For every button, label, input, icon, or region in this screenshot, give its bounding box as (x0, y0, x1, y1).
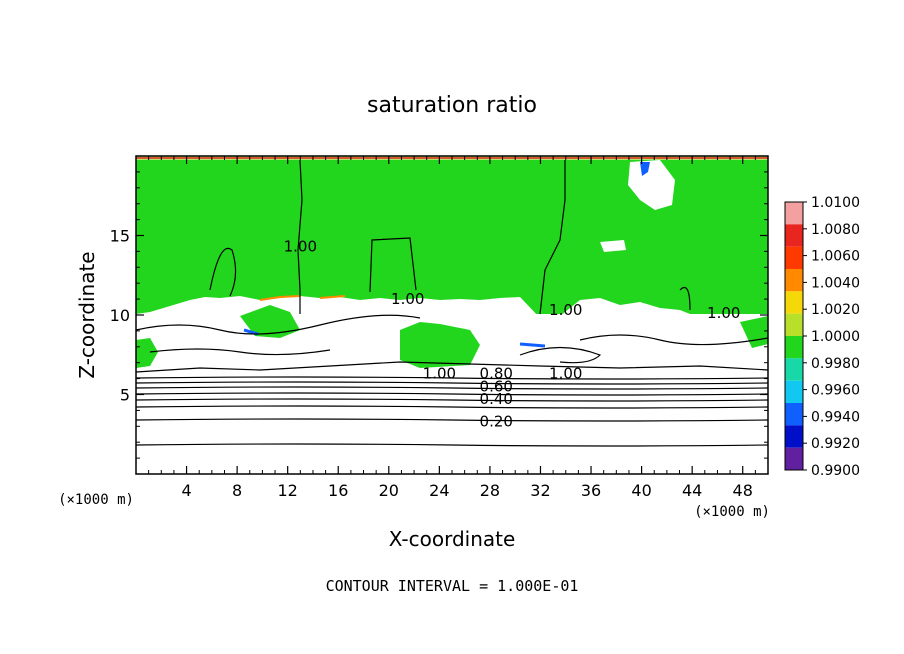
colorbar-label: 0.9960 (811, 383, 860, 399)
colorbar-label: 1.0060 (811, 249, 860, 265)
colorbar-swatch (785, 224, 803, 247)
colorbar-label: 1.0000 (811, 329, 860, 345)
x-tick-label: 32 (530, 481, 550, 500)
x-tick-label: 20 (379, 481, 399, 500)
colorbar-swatch (785, 358, 803, 381)
contour-label: 1.00 (549, 301, 582, 319)
x-tick-label: 16 (328, 481, 348, 500)
x-tick-label: 44 (682, 481, 702, 500)
contour-interval-note: CONTOUR INTERVAL = 1.000E-01 (326, 577, 579, 595)
cloud-pocket (740, 316, 768, 348)
x-tick-label: 36 (581, 481, 601, 500)
x-axis-label: X-coordinate (389, 527, 516, 551)
contour-label: 0.80 (480, 365, 513, 383)
y-tick-label: 15 (110, 227, 130, 246)
x-tick-label: 4 (181, 481, 191, 500)
x-unit-label: (×1000 m) (58, 492, 134, 508)
contour-label: 1.00 (284, 237, 317, 255)
contour-label: 1.00 (423, 365, 456, 383)
cloud-pocket (240, 305, 300, 338)
colorbar-label: 1.0040 (811, 275, 860, 291)
cloud-pocket (400, 322, 480, 368)
colorbar-label: 1.0020 (811, 302, 860, 318)
x-tick-label: 48 (733, 481, 753, 500)
contour-label: 1.00 (391, 290, 424, 308)
x-tick-label: 40 (631, 481, 651, 500)
contour-label: 1.00 (549, 365, 582, 383)
cloud-base-boundary (136, 296, 768, 474)
colorbar-swatch (785, 380, 803, 403)
edge-accent (259, 295, 346, 301)
x-tick-label: 24 (429, 481, 449, 500)
colorbar-swatch (785, 313, 803, 336)
y-tick-label: 10 (110, 306, 130, 325)
colorbar-swatch (785, 425, 803, 448)
contour-label-group: 1.00 0.800.600.40 0.20 1.00 1.00 1.00 1.00 1.00 (284, 237, 741, 430)
colorbar-label: 0.9980 (811, 356, 860, 372)
colorbar-label: 0.9920 (811, 436, 860, 452)
cloud-pocket (136, 338, 158, 368)
colorbar-label: 0.9900 (811, 463, 860, 479)
subsaturated-patch (628, 160, 675, 210)
colorbar-swatch (785, 403, 803, 426)
contour-label: 0.20 (480, 412, 513, 430)
y-axis: 5 10 15 (110, 171, 768, 459)
contour-label: 1.00 (707, 304, 740, 322)
subsaturated-patch-core (640, 162, 650, 176)
contour-lines (135, 159, 769, 447)
x-tick-label: 28 (480, 481, 500, 500)
colorbar-swatch (785, 202, 803, 225)
colorbar-label: 1.0080 (811, 222, 860, 238)
edge-accent (243, 328, 546, 348)
colorbar-label: 0.9940 (811, 409, 860, 425)
subsaturated-patch (600, 240, 626, 252)
chart-title: saturation ratio (367, 93, 537, 118)
x-unit-label-right: (×1000 m) (694, 504, 770, 520)
x-tick-label: 12 (278, 481, 298, 500)
colorbar-swatch (785, 269, 803, 292)
contour-label: 0.60 (480, 377, 513, 395)
x-tick-label: 8 (232, 481, 242, 500)
colorbar-swatch (785, 246, 803, 269)
x-axis: 4 8 12 16 20 24 28 32 36 40 44 48 (148, 156, 756, 500)
colorbar-label: 1.0100 (811, 195, 860, 211)
contour-label: 0.40 (480, 390, 513, 408)
y-tick-label: 5 (120, 386, 130, 405)
plot-area (135, 156, 769, 474)
colorbar: 1.0100 1.0080 1.0060 1.0040 1.0020 1.0000 0.99… (784, 195, 860, 479)
colorbar-swatch (785, 447, 803, 470)
colorbar-swatch (785, 336, 803, 359)
y-axis-label: Z-coordinate (75, 251, 99, 378)
colorbar-swatch (785, 291, 803, 314)
